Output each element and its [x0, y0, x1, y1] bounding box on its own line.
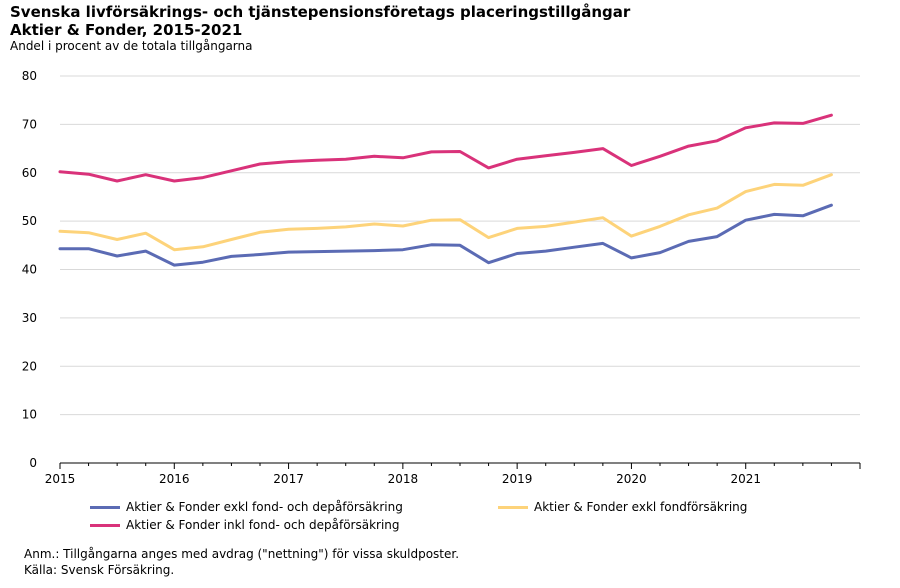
- series-line-3: [58, 113, 833, 183]
- series-lines: [58, 113, 833, 267]
- y-tick-label: 10: [22, 408, 37, 422]
- legend-item-series-1: Aktier & Fonder exkl fond- och depåförsä…: [90, 500, 403, 514]
- x-tick-label: 2020: [616, 472, 647, 486]
- y-tick-label: 0: [29, 456, 37, 470]
- series-line-2: [58, 173, 833, 252]
- legend-item-series-3: Aktier & Fonder inkl fond- och depåförsä…: [90, 518, 400, 532]
- grid-lines: [60, 75, 860, 416]
- chart-title-line-2: Aktier & Fonder, 2015-2021: [10, 21, 243, 39]
- source-note: Källa: Svensk Försäkring.: [24, 563, 175, 577]
- x-tick-label: 2015: [45, 472, 76, 486]
- legend-item-series-2: Aktier & Fonder exkl fondförsäkring: [498, 500, 747, 514]
- footnote: Anm.: Tillgångarna anges med avdrag ("ne…: [24, 547, 460, 561]
- legend-label-series-3: Aktier & Fonder inkl fond- och depåförsä…: [126, 518, 400, 532]
- y-tick-label: 20: [22, 359, 37, 373]
- x-tick-label: 2019: [502, 472, 533, 486]
- y-tick-label: 70: [22, 117, 37, 131]
- x-tick-label: 2016: [159, 472, 190, 486]
- legend-swatch-series-1: [90, 505, 120, 509]
- y-tick-label: 40: [22, 263, 37, 277]
- y-tick-label: 60: [22, 166, 37, 180]
- axes: 0 10 20 30 40 50 60 70 80 2015 2016 2017 2018 2019 202…: [22, 69, 861, 486]
- x-tick-label: 2017: [273, 472, 304, 486]
- x-tick-label: 2021: [730, 472, 761, 486]
- y-tick-label: 80: [22, 69, 37, 83]
- x-tick-label: 2018: [388, 472, 419, 486]
- y-tick-label: 30: [22, 311, 37, 325]
- y-tick-label: 50: [22, 214, 37, 228]
- legend-label-series-2: Aktier & Fonder exkl fondförsäkring: [534, 500, 748, 514]
- legend-swatch-series-2: [498, 505, 528, 509]
- legend-swatch-series-3: [90, 523, 120, 527]
- chart-subtitle: Andel i procent av de totala tillgångarn…: [10, 39, 253, 53]
- legend-label-series-1: Aktier & Fonder exkl fond- och depåförsä…: [126, 500, 403, 514]
- chart-title: Svenska livförsäkrings- och tjänstepensi…: [10, 3, 631, 21]
- series-line-1: [58, 203, 833, 267]
